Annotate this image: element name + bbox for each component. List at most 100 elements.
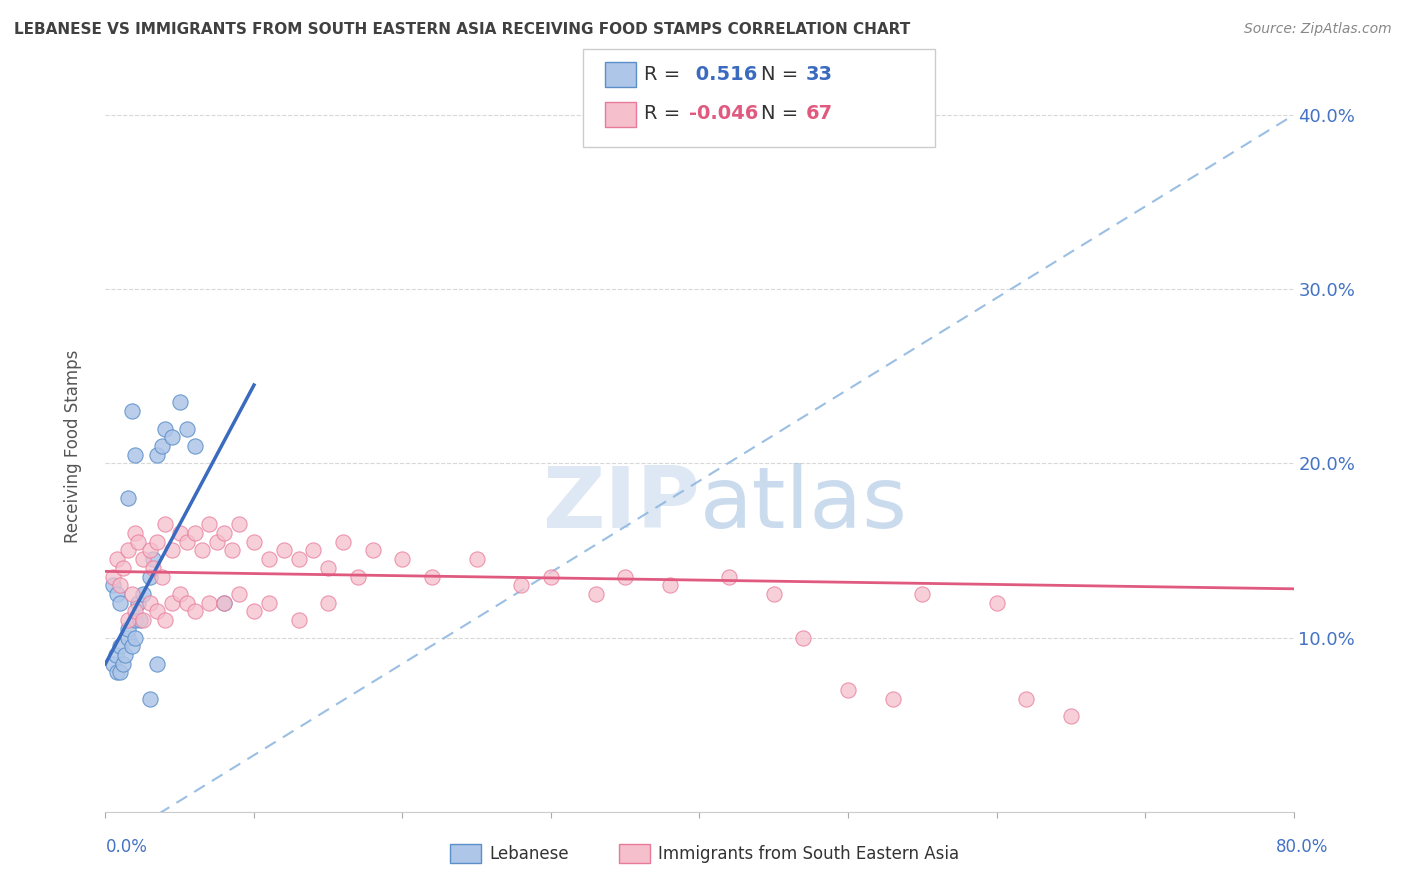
Text: R =: R =: [644, 103, 686, 123]
Point: [127, 596, 149, 610]
Point: [124, 448, 146, 462]
Text: 33: 33: [806, 65, 832, 85]
Point: [257, 596, 280, 610]
Point: [105, 587, 128, 601]
Point: [169, 526, 191, 541]
Point: [121, 640, 143, 654]
Point: [205, 534, 228, 549]
Point: [214, 596, 236, 610]
Point: [128, 613, 150, 627]
Point: [117, 613, 139, 627]
Point: [142, 552, 165, 566]
Point: [124, 604, 146, 618]
Text: LEBANESE VS IMMIGRANTS FROM SOUTH EASTERN ASIA RECEIVING FOOD STAMPS CORRELATION: LEBANESE VS IMMIGRANTS FROM SOUTH EASTER…: [14, 22, 910, 37]
Point: [121, 587, 143, 601]
Point: [142, 561, 165, 575]
Point: [183, 604, 205, 618]
Point: [986, 596, 1008, 610]
Point: [146, 534, 169, 549]
Point: [1015, 691, 1038, 706]
Point: [127, 534, 149, 549]
Point: [117, 622, 139, 636]
Point: [124, 613, 146, 627]
Point: [112, 657, 135, 671]
Point: [762, 587, 785, 601]
Text: Immigrants from South Eastern Asia: Immigrants from South Eastern Asia: [658, 845, 959, 863]
Point: [114, 648, 136, 662]
Text: 80.0%: 80.0%: [1277, 838, 1329, 855]
Point: [228, 587, 250, 601]
Text: Source: ZipAtlas.com: Source: ZipAtlas.com: [1244, 22, 1392, 37]
Text: R =: R =: [644, 65, 686, 85]
Point: [361, 543, 384, 558]
Point: [110, 578, 132, 592]
Point: [176, 421, 198, 435]
Point: [614, 569, 637, 583]
Text: N =: N =: [761, 103, 804, 123]
Point: [139, 543, 162, 558]
Point: [150, 569, 173, 583]
Point: [792, 631, 814, 645]
Text: ZIP: ZIP: [541, 463, 700, 546]
Point: [287, 552, 309, 566]
Point: [104, 648, 127, 662]
Point: [110, 665, 132, 680]
Text: 0.516: 0.516: [689, 65, 758, 85]
Point: [316, 561, 339, 575]
Point: [101, 657, 124, 671]
Point: [131, 587, 153, 601]
Point: [243, 534, 266, 549]
Text: atlas: atlas: [700, 463, 907, 546]
Point: [391, 552, 413, 566]
Point: [169, 587, 191, 601]
Point: [105, 665, 128, 680]
Point: [124, 631, 146, 645]
Point: [214, 596, 236, 610]
Point: [465, 552, 488, 566]
Point: [153, 421, 176, 435]
Point: [101, 569, 124, 583]
Point: [273, 543, 295, 558]
Point: [911, 587, 934, 601]
Point: [243, 604, 266, 618]
Point: [131, 552, 153, 566]
Point: [110, 640, 132, 654]
Point: [146, 604, 169, 618]
Point: [302, 543, 325, 558]
Point: [124, 526, 146, 541]
Point: [837, 682, 859, 697]
Point: [162, 543, 184, 558]
Point: [176, 596, 198, 610]
Point: [146, 657, 169, 671]
Point: [169, 395, 191, 409]
Text: Lebanese: Lebanese: [489, 845, 569, 863]
Point: [420, 569, 443, 583]
Point: [153, 613, 176, 627]
Point: [228, 517, 250, 532]
Point: [1060, 709, 1083, 723]
Point: [121, 404, 143, 418]
Y-axis label: Receiving Food Stamps: Receiving Food Stamps: [63, 350, 82, 542]
Point: [176, 534, 198, 549]
Point: [882, 691, 904, 706]
Point: [347, 569, 370, 583]
Point: [117, 543, 139, 558]
Point: [110, 596, 132, 610]
Point: [183, 526, 205, 541]
Point: [221, 543, 243, 558]
Text: 67: 67: [806, 103, 832, 123]
Point: [316, 596, 339, 610]
Point: [153, 517, 176, 532]
Point: [101, 578, 124, 592]
Point: [146, 448, 169, 462]
Point: [257, 552, 280, 566]
Text: -0.046: -0.046: [689, 103, 758, 123]
Point: [198, 596, 221, 610]
Point: [105, 552, 128, 566]
Point: [718, 569, 741, 583]
Point: [332, 534, 354, 549]
Point: [162, 596, 184, 610]
Point: [139, 691, 162, 706]
Point: [183, 439, 205, 453]
Point: [162, 430, 184, 444]
